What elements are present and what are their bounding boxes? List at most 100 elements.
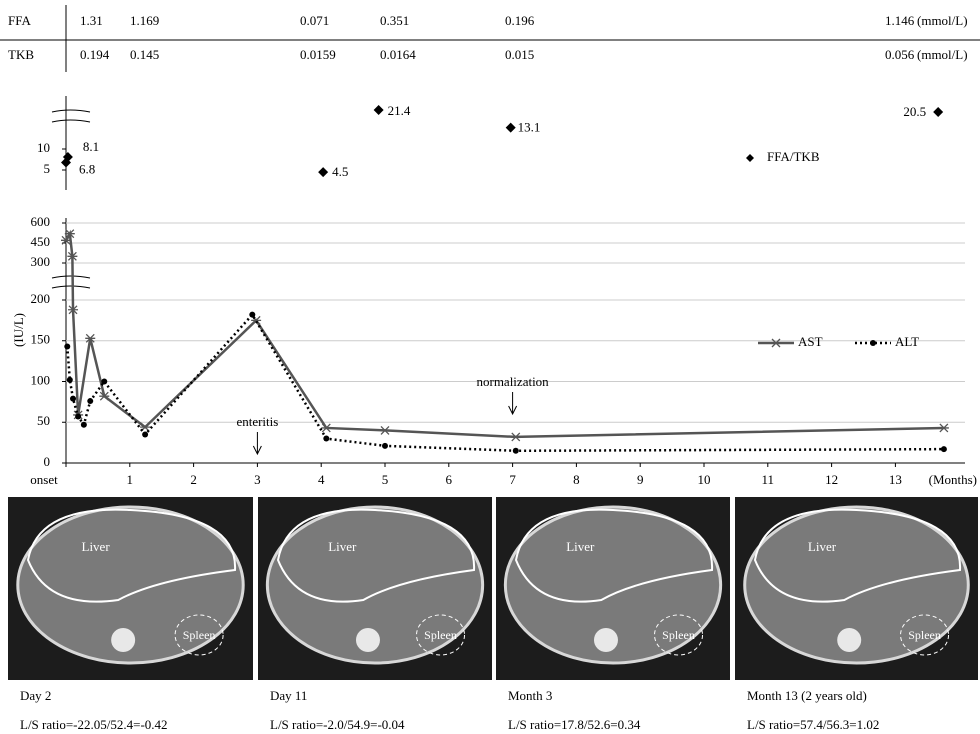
- data-label: 21.4: [388, 103, 411, 118]
- organ-label: Liver: [808, 539, 837, 554]
- marker: [323, 436, 329, 442]
- annotation-arrow: [509, 392, 517, 414]
- spine: [111, 628, 135, 652]
- legend-label: AST: [798, 334, 823, 349]
- marker: [101, 379, 107, 385]
- x-tick-label: 11: [762, 472, 775, 487]
- y-tick-label: 600: [31, 214, 51, 229]
- point: [933, 107, 943, 117]
- marker: [511, 433, 521, 441]
- table-cell: 0.194: [80, 47, 110, 62]
- table-cell: 0.0159: [300, 47, 336, 62]
- marker: [382, 443, 388, 449]
- y-tick-label: 50: [37, 413, 50, 428]
- marker: [939, 424, 949, 432]
- point: [374, 105, 384, 115]
- ct-image: Liver Spleen: [8, 497, 253, 680]
- organ-label: Liver: [328, 539, 357, 554]
- legend-marker: [771, 339, 781, 347]
- legend-label: FFA/TKB: [767, 149, 820, 164]
- ratio: L/S ratio=-2.0/54.9=-0.04: [270, 717, 405, 732]
- table-cell: 0.056: [885, 47, 915, 62]
- table-cell: 0.015: [505, 47, 534, 62]
- table-cell: 1.146: [885, 13, 915, 28]
- x-tick-label: 1: [127, 472, 134, 487]
- table-cell: 0.351: [380, 13, 409, 28]
- caption: Day 11: [270, 688, 307, 703]
- y-tick-label: 300: [31, 254, 51, 269]
- legend-marker: [746, 154, 754, 162]
- data-label: 20.5: [903, 104, 926, 119]
- marker: [67, 377, 73, 383]
- x-tick-label: 4: [318, 472, 325, 487]
- figure: FFA1.311.1690.0710.3510.1961.146(mmol/L)…: [0, 0, 980, 734]
- unit: (mmol/L): [917, 13, 968, 28]
- spine: [356, 628, 380, 652]
- y-tick-label: 5: [44, 161, 51, 176]
- table-cell: 0.0164: [380, 47, 416, 62]
- data-label: 13.1: [518, 120, 541, 135]
- marker: [75, 414, 81, 420]
- organ-label: Spleen: [183, 628, 216, 642]
- caption: Day 2: [20, 688, 51, 703]
- legend-marker: [870, 340, 876, 346]
- marker: [249, 312, 255, 318]
- ct-image: Liver Spleen: [735, 497, 978, 680]
- x-tick-label: 3: [254, 472, 261, 487]
- table-cell: 1.31: [80, 13, 103, 28]
- unit: (mmol/L): [917, 47, 968, 62]
- table-cell: 0.071: [300, 13, 329, 28]
- annotation-arrow: [253, 432, 261, 454]
- x-tick-label: 12: [825, 472, 838, 487]
- x-tick-label: 2: [190, 472, 197, 487]
- spine: [837, 628, 861, 652]
- caption: Month 3: [508, 688, 552, 703]
- ct-image: Liver Spleen: [496, 497, 730, 680]
- y-axis-label: (IU/L): [11, 313, 26, 347]
- data-label: 8.1: [83, 139, 99, 154]
- point: [506, 123, 516, 133]
- marker: [81, 422, 87, 428]
- organ-label: Liver: [566, 539, 595, 554]
- table-cell: 0.145: [130, 47, 159, 62]
- spine: [594, 628, 618, 652]
- organ-label: Spleen: [424, 628, 457, 642]
- marker: [70, 396, 76, 402]
- organ-label: Spleen: [908, 628, 941, 642]
- y-tick-label: 0: [44, 454, 51, 469]
- x-tick-label: 9: [637, 472, 644, 487]
- marker: [321, 424, 331, 432]
- x-axis-label: (Months): [929, 472, 977, 487]
- ct-image: Liver Spleen: [258, 497, 492, 680]
- marker: [513, 448, 519, 454]
- organ-label: Liver: [82, 539, 111, 554]
- y-tick-label: 450: [31, 234, 51, 249]
- row-label: TKB: [8, 47, 34, 62]
- table-cell: 0.196: [505, 13, 535, 28]
- marker: [941, 446, 947, 452]
- marker: [142, 431, 148, 437]
- x-tick-label: 10: [698, 472, 711, 487]
- organ-label: Spleen: [662, 628, 695, 642]
- data-label: 4.5: [332, 164, 348, 179]
- x-tick-label: onset: [30, 472, 58, 487]
- caption: Month 13 (2 years old): [747, 688, 867, 703]
- x-tick-label: 6: [446, 472, 453, 487]
- table-cell: 1.169: [130, 13, 159, 28]
- annotation: normalization: [476, 374, 549, 389]
- marker: [87, 398, 93, 404]
- y-tick-label: 150: [31, 332, 51, 347]
- legend-label: ALT: [895, 334, 919, 349]
- ratio: L/S ratio=-22.05/52.4=-0.42: [20, 717, 168, 732]
- axis-break: [52, 110, 90, 288]
- x-tick-label: 5: [382, 472, 389, 487]
- ratio: L/S ratio=17.8/52.6=0.34: [508, 717, 641, 732]
- y-tick-label: 200: [31, 291, 51, 306]
- x-tick-label: 7: [509, 472, 516, 487]
- marker: [380, 426, 390, 434]
- ratio: L/S ratio=57.4/56.3=1.02: [747, 717, 879, 732]
- x-tick-label: 8: [573, 472, 580, 487]
- marker: [64, 343, 70, 349]
- annotation: enteritis: [236, 414, 278, 429]
- x-tick-label: 13: [889, 472, 902, 487]
